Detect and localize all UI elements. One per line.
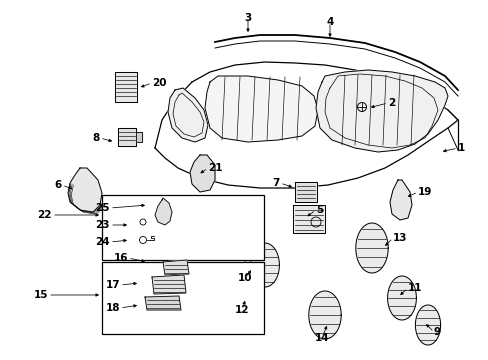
Polygon shape xyxy=(315,70,447,152)
Text: 7: 7 xyxy=(272,178,280,188)
Text: 12: 12 xyxy=(234,305,249,315)
Polygon shape xyxy=(204,76,317,142)
Text: 13: 13 xyxy=(392,233,407,243)
Text: 15: 15 xyxy=(34,290,48,300)
Text: 14: 14 xyxy=(314,333,328,343)
Polygon shape xyxy=(292,205,325,233)
Text: 18: 18 xyxy=(105,303,120,313)
Text: 3: 3 xyxy=(244,13,251,23)
Polygon shape xyxy=(168,88,207,142)
Bar xyxy=(102,262,264,334)
Text: 25: 25 xyxy=(95,203,110,213)
Text: 4: 4 xyxy=(325,17,333,27)
Text: 11: 11 xyxy=(407,283,422,293)
Polygon shape xyxy=(118,128,136,146)
Text: 17: 17 xyxy=(105,280,120,290)
Text: 22: 22 xyxy=(38,210,52,220)
Polygon shape xyxy=(294,182,316,202)
Polygon shape xyxy=(152,275,185,294)
Polygon shape xyxy=(155,198,172,225)
Polygon shape xyxy=(387,276,416,320)
Polygon shape xyxy=(68,168,102,212)
Text: 21: 21 xyxy=(207,163,222,173)
Bar xyxy=(102,195,264,260)
Polygon shape xyxy=(115,72,137,102)
Polygon shape xyxy=(250,243,279,287)
Polygon shape xyxy=(355,223,387,273)
Text: 19: 19 xyxy=(417,187,431,197)
Text: 9: 9 xyxy=(433,327,440,337)
Polygon shape xyxy=(163,260,189,275)
Polygon shape xyxy=(389,180,411,220)
Text: 23: 23 xyxy=(95,220,110,230)
Text: 16: 16 xyxy=(113,253,128,263)
Text: 20: 20 xyxy=(152,78,166,88)
Text: 10: 10 xyxy=(237,273,252,283)
Polygon shape xyxy=(190,155,215,192)
Text: 5: 5 xyxy=(315,205,323,215)
Text: 24: 24 xyxy=(95,237,110,247)
Text: 6: 6 xyxy=(55,180,62,190)
Text: 2: 2 xyxy=(387,98,394,108)
Polygon shape xyxy=(145,296,181,310)
Polygon shape xyxy=(136,132,142,142)
Text: 8: 8 xyxy=(93,133,100,143)
Polygon shape xyxy=(415,305,440,345)
Polygon shape xyxy=(244,248,256,302)
Polygon shape xyxy=(308,291,341,339)
Text: 1: 1 xyxy=(457,143,464,153)
